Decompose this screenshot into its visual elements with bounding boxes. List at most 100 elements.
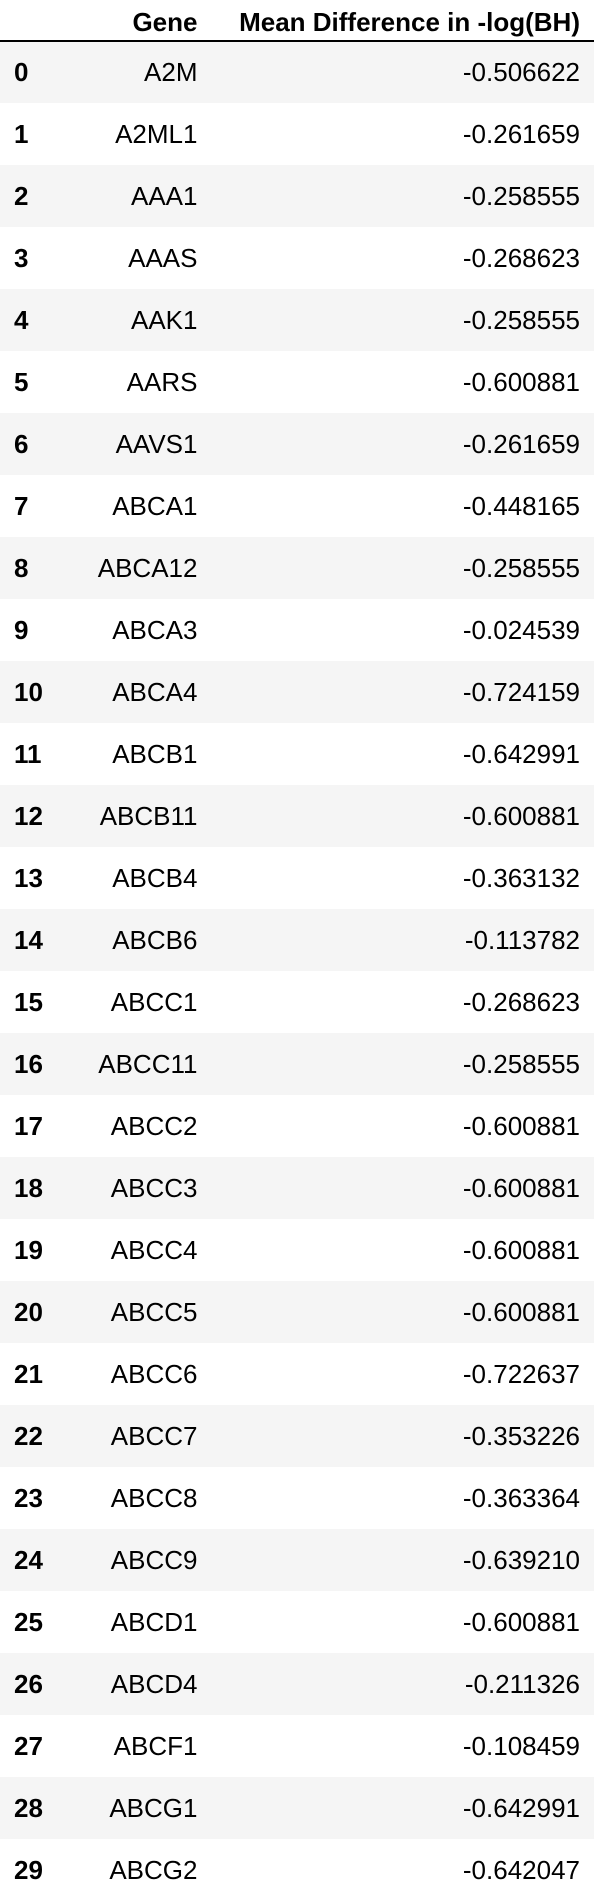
table-row: 5 AARS -0.600881	[0, 351, 594, 413]
gene-cell: ABCA1	[112, 490, 198, 521]
row-index: 13	[14, 862, 43, 893]
table-row: 7 ABCA1 -0.448165	[0, 475, 594, 537]
row-index: 29	[14, 1854, 43, 1885]
gene-cell: ABCB4	[112, 862, 198, 893]
mean-difference-cell: -0.363364	[462, 1482, 580, 1513]
row-index: 12	[14, 800, 43, 831]
mean-difference-cell: -0.113782	[464, 924, 580, 955]
gene-cell: ABCC7	[110, 1420, 198, 1451]
gene-cell: ABCB6	[112, 924, 198, 955]
mean-difference-cell: -0.642991	[462, 1792, 580, 1823]
gene-cell: ABCC1	[110, 986, 198, 1017]
dataframe-table: Gene Mean Difference in -log(BH) 0 A2M -0.…	[0, 4, 594, 1901]
gene-cell: ABCC9	[110, 1544, 198, 1575]
mean-difference-cell: -0.639210	[462, 1544, 580, 1575]
mean-difference-cell: -0.258555	[462, 552, 580, 583]
mean-difference-cell: -0.642991	[462, 738, 580, 769]
row-index: 19	[14, 1234, 43, 1265]
row-index: 6	[14, 428, 29, 459]
table-row: 20 ABCC5 -0.600881	[0, 1281, 594, 1343]
table-row: 16 ABCC11 -0.258555	[0, 1033, 594, 1095]
row-index: 1	[14, 118, 29, 149]
mean-difference-cell: -0.211326	[464, 1668, 580, 1699]
mean-difference-cell: -0.600881	[462, 1296, 580, 1327]
row-index: 8	[14, 552, 29, 583]
row-index: 20	[14, 1296, 43, 1327]
row-index: 4	[14, 304, 29, 335]
row-index: 5	[14, 366, 29, 397]
gene-cell: ABCC11	[98, 1048, 198, 1079]
index-column-header	[0, 4, 61, 42]
gene-cell: A2ML1	[115, 118, 198, 149]
table-row: 0 A2M -0.506622	[0, 41, 594, 103]
row-index: 2	[14, 180, 29, 211]
table-row: 12 ABCB11 -0.600881	[0, 785, 594, 847]
table-row: 29 ABCG2 -0.642047	[0, 1839, 594, 1901]
row-index: 11	[14, 738, 42, 769]
table-row: 10 ABCA4 -0.724159	[0, 661, 594, 723]
mean-difference-cell: -0.642047	[462, 1854, 580, 1885]
table-row: 2 AAA1 -0.258555	[0, 165, 594, 227]
mean-difference-cell: -0.600881	[462, 1172, 580, 1203]
table-header: Gene Mean Difference in -log(BH)	[0, 4, 594, 42]
table-row: 25 ABCD1 -0.600881	[0, 1591, 594, 1653]
row-index: 10	[14, 676, 43, 707]
gene-cell: AAA1	[130, 180, 198, 211]
gene-cell: AAAS	[128, 242, 198, 273]
row-index: 3	[14, 242, 29, 273]
mean-difference-cell: -0.506622	[462, 57, 580, 87]
gene-cell: ABCC3	[110, 1172, 198, 1203]
mean-difference-cell: -0.258555	[462, 1048, 580, 1079]
table-row: 4 AAK1 -0.258555	[0, 289, 594, 351]
table-row: 19 ABCC4 -0.600881	[0, 1219, 594, 1281]
row-index: 15	[14, 986, 43, 1017]
gene-cell: ABCC6	[110, 1358, 198, 1389]
gene-cell: A2M	[144, 57, 198, 87]
mean-difference-cell: -0.353226	[462, 1420, 580, 1451]
row-index: 18	[14, 1172, 43, 1203]
table-body: 0 A2M -0.506622 1 A2ML1 -0.261659 2 AAA1 -0.2585…	[0, 41, 594, 1901]
mean-difference-column-header: Mean Difference in -log(BH)	[211, 4, 594, 42]
mean-difference-cell: -0.600881	[462, 1110, 580, 1141]
table-row: 24 ABCC9 -0.639210	[0, 1529, 594, 1591]
table-row: 11 ABCB1 -0.642991	[0, 723, 594, 785]
gene-cell: AAK1	[130, 304, 198, 335]
table-row: 8 ABCA12 -0.258555	[0, 537, 594, 599]
mean-difference-cell: -0.261659	[462, 428, 580, 459]
row-index: 26	[14, 1668, 43, 1699]
mean-difference-cell: -0.724159	[462, 676, 580, 707]
row-index: 25	[14, 1606, 43, 1637]
table-row: 22 ABCC7 -0.353226	[0, 1405, 594, 1467]
mean-difference-cell: -0.448165	[462, 490, 580, 521]
gene-cell: ABCC5	[110, 1296, 198, 1327]
gene-cell: AAVS1	[115, 428, 198, 459]
mean-difference-cell: -0.600881	[462, 366, 580, 397]
mean-difference-cell: -0.258555	[462, 180, 580, 211]
table-row: 3 AAAS -0.268623	[0, 227, 594, 289]
mean-difference-cell: -0.024539	[462, 614, 580, 645]
gene-cell: ABCA12	[97, 552, 198, 583]
gene-cell: ABCF1	[113, 1730, 198, 1761]
table-row: 1 A2ML1 -0.261659	[0, 103, 594, 165]
gene-cell: ABCB11	[99, 800, 198, 831]
table-row: 21 ABCC6 -0.722637	[0, 1343, 594, 1405]
table-row: 23 ABCC8 -0.363364	[0, 1467, 594, 1529]
row-index: 21	[14, 1358, 43, 1389]
table-row: 28 ABCG1 -0.642991	[0, 1777, 594, 1839]
table-row: 27 ABCF1 -0.108459	[0, 1715, 594, 1777]
gene-cell: ABCC4	[110, 1234, 198, 1265]
table-row: 15 ABCC1 -0.268623	[0, 971, 594, 1033]
gene-cell: ABCG2	[109, 1854, 198, 1885]
gene-cell: ABCD4	[110, 1668, 198, 1699]
mean-difference-cell: -0.363132	[462, 862, 580, 893]
row-index: 23	[14, 1482, 43, 1513]
table-row: 18 ABCC3 -0.600881	[0, 1157, 594, 1219]
row-index: 27	[14, 1730, 43, 1761]
mean-difference-cell: -0.600881	[462, 1606, 580, 1637]
mean-difference-cell: -0.268623	[462, 986, 580, 1017]
table-row: 9 ABCA3 -0.024539	[0, 599, 594, 661]
mean-difference-cell: -0.261659	[462, 118, 580, 149]
mean-difference-cell: -0.258555	[462, 304, 580, 335]
row-index: 9	[14, 614, 29, 645]
mean-difference-cell: -0.268623	[462, 242, 580, 273]
